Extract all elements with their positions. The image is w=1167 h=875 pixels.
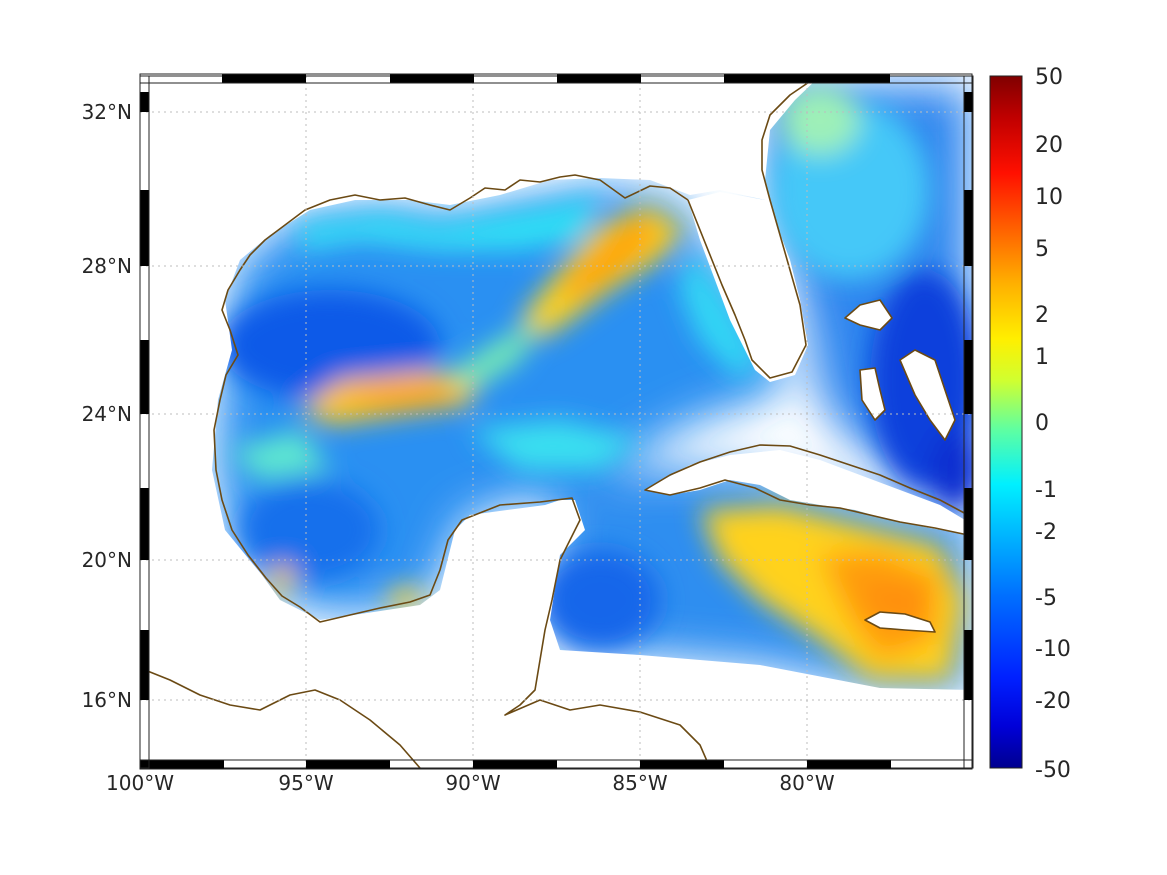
lat-tick-label: 32°N xyxy=(82,100,132,124)
lon-tick-label: 100°W xyxy=(106,771,174,795)
bahamas-coastline xyxy=(844,299,956,441)
colorbar-tick-label: 20 xyxy=(1035,133,1063,158)
colorbar-tick-label: -5 xyxy=(1035,586,1057,611)
colorbar-tick-label: -20 xyxy=(1035,689,1071,714)
colorbar-tick-label: 1 xyxy=(1035,345,1049,370)
colorbar-labels: 50 20 10 5 2 1 0 -1 -2 -5 -10 -20 -50 xyxy=(1035,65,1071,783)
jamaica-coastline xyxy=(864,611,936,633)
latitude-labels: 32°N 28°N 24°N 20°N 16°N xyxy=(82,100,132,712)
land-mask xyxy=(140,76,972,768)
colorbar-tick-label: -50 xyxy=(1035,758,1071,783)
colorbar-tick-label: 2 xyxy=(1035,303,1049,328)
lat-tick-label: 16°N xyxy=(82,688,132,712)
colorbar-tick-label: -1 xyxy=(1035,478,1057,503)
colorbar-tick-label: 0 xyxy=(1035,411,1049,436)
lon-tick-label: 90°W xyxy=(445,771,500,795)
colorbar-tick-label: 5 xyxy=(1035,237,1049,262)
lat-tick-label: 20°N xyxy=(82,548,132,572)
colorbar-tick-label: 50 xyxy=(1035,65,1063,90)
colorbar-tick-label: 10 xyxy=(1035,185,1063,210)
colorbar: 50 20 10 5 2 1 0 -1 -2 -5 -10 -20 -50 xyxy=(989,65,1071,783)
western-gulf-low xyxy=(220,290,440,400)
lon-tick-label: 85°W xyxy=(612,771,667,795)
lon-tick-label: 95°W xyxy=(278,771,333,795)
lon-tick-label: 80°W xyxy=(779,771,834,795)
colorbar-tick-label: -2 xyxy=(1035,520,1057,545)
graticule xyxy=(140,76,972,768)
longitude-labels: 100°W 95°W 90°W 85°W 80°W xyxy=(106,771,835,795)
map-frame xyxy=(139,73,974,770)
colorbar-tick-label: -10 xyxy=(1035,637,1071,662)
lat-tick-label: 28°N xyxy=(82,254,132,278)
florida-coastline xyxy=(687,77,816,379)
gulf-coastline xyxy=(213,174,689,661)
colorbar-gradient xyxy=(989,75,1023,769)
lat-tick-label: 24°N xyxy=(82,402,132,426)
